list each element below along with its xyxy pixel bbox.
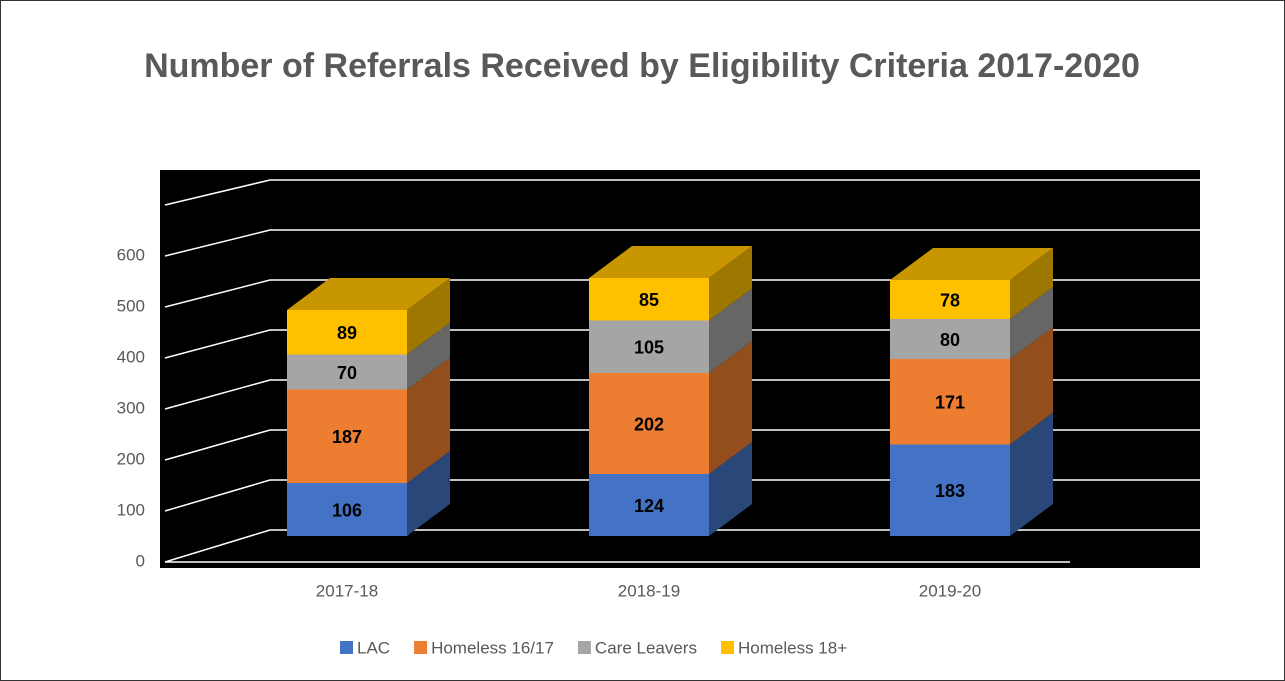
x-tick-label: 2017-18	[316, 581, 378, 600]
data-label: 78	[940, 290, 960, 310]
data-label: 80	[940, 330, 960, 350]
bar-side	[709, 288, 752, 373]
legend-swatch	[340, 641, 353, 654]
y-tick-label: 600	[117, 245, 145, 264]
bar-side	[1010, 327, 1053, 445]
x-tick-label: 2018-19	[618, 581, 680, 600]
data-label: 105	[634, 338, 664, 358]
bar-top	[589, 246, 752, 278]
bar	[890, 280, 1010, 319]
data-label: 124	[634, 496, 664, 516]
chart-title: Number of Referrals Received by Eligibil…	[144, 47, 1140, 85]
bar	[890, 444, 1010, 536]
data-label: 70	[337, 363, 357, 383]
data-label: 106	[332, 500, 362, 520]
data-label: 89	[337, 323, 357, 343]
bar	[890, 359, 1010, 445]
legend-label: Care Leavers	[595, 638, 697, 657]
bar-side	[709, 341, 752, 474]
y-tick-label: 500	[117, 296, 145, 315]
bar	[890, 319, 1010, 359]
bar	[287, 354, 407, 390]
bar-side	[709, 442, 752, 536]
bar	[287, 483, 407, 536]
bar-side	[407, 451, 450, 536]
data-label: 187	[332, 427, 362, 447]
legend-swatch	[720, 641, 734, 654]
bar-side	[1010, 248, 1053, 319]
x-tick-label: 2019-20	[919, 581, 981, 600]
y-tick-label: 200	[117, 449, 145, 468]
bar-top	[890, 248, 1053, 280]
bar	[287, 389, 407, 483]
bar	[589, 373, 709, 474]
grid-line	[164, 229, 1200, 257]
grid-line	[164, 179, 1200, 206]
bar	[589, 278, 709, 321]
y-tick-label: 400	[117, 347, 145, 366]
bar-side	[407, 278, 450, 355]
legend-swatch	[414, 641, 428, 654]
data-label: 171	[935, 393, 965, 413]
data-label: 85	[639, 290, 659, 310]
bar-side	[709, 246, 752, 321]
bar	[287, 310, 407, 355]
legend-label: Homeless 16/17	[431, 638, 554, 657]
y-tick-label: 0	[136, 551, 145, 570]
data-label: 183	[935, 481, 965, 501]
legend-label: Homeless 18+	[738, 638, 847, 657]
data-label: 202	[634, 414, 664, 434]
bar-side	[1010, 412, 1053, 536]
bar-side	[407, 322, 450, 390]
legend-label: LAC	[357, 638, 390, 657]
y-tick-label: 100	[117, 500, 145, 519]
bar-top	[287, 278, 450, 310]
bar-side	[407, 357, 450, 483]
bar	[589, 320, 709, 373]
bar-side	[1010, 287, 1053, 359]
y-tick-label: 300	[117, 398, 145, 417]
legend-swatch	[577, 641, 591, 654]
bar	[589, 474, 709, 536]
